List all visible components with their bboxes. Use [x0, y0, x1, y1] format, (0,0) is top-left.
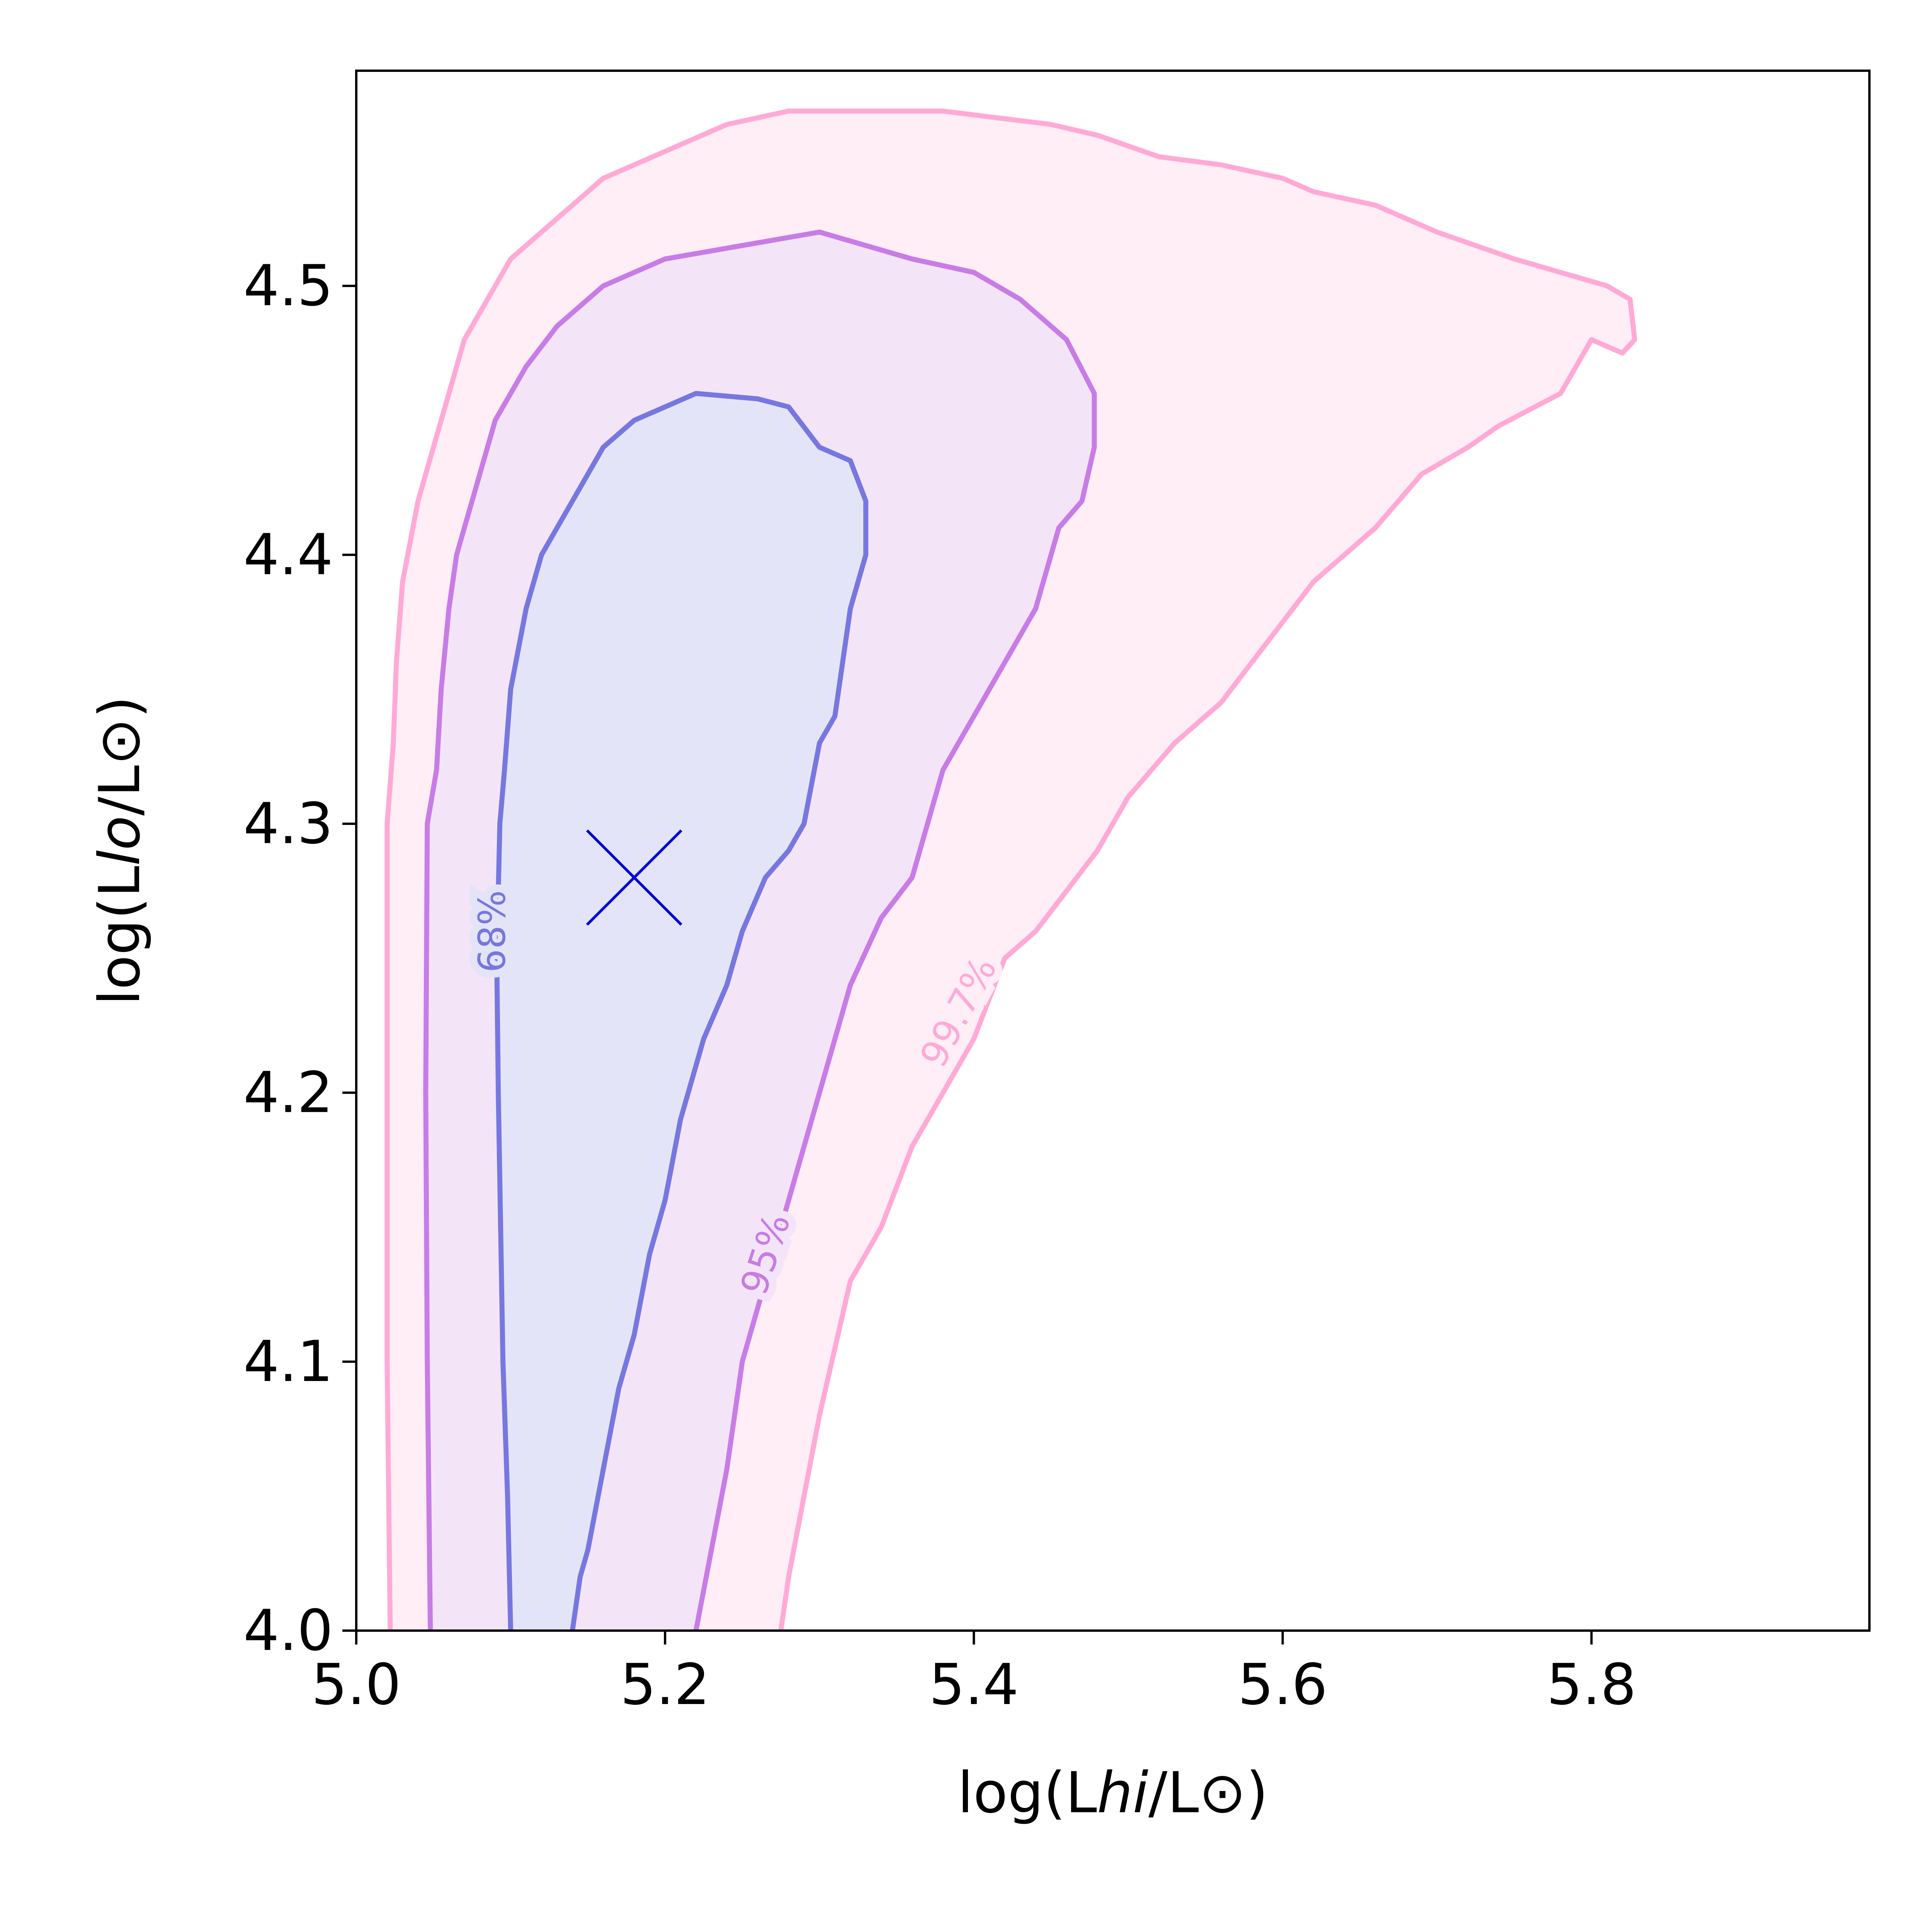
- y-axis-label-prefix: log(L: [87, 866, 153, 1005]
- y-tick-label: 4.1: [243, 1329, 333, 1395]
- y-tick-label: 4.3: [243, 791, 333, 857]
- x-axis-ticks: 5.0 5.2 5.4 5.6 5.8: [311, 1631, 1636, 1718]
- contour-label-group-68pct: 68%68%: [463, 883, 522, 980]
- x-tick-label: 5.4: [929, 1652, 1019, 1718]
- x-axis-label-subscript: hi: [1097, 1760, 1148, 1826]
- contour-label-halo-68pct: 68%: [471, 890, 514, 973]
- contour-line-68pct: [494, 391, 869, 1631]
- y-axis-label: log(Llo/L⊙): [87, 696, 153, 1005]
- x-axis-label: log(Lhi/L⊙): [957, 1760, 1268, 1826]
- y-axis-ticks: 4.0 4.1 4.2 4.3 4.4 4.5: [243, 253, 356, 1663]
- contour-line-99-7pct: [384, 108, 1638, 1631]
- y-tick-label: 4.2: [243, 1060, 333, 1126]
- best-fit-marker-stroke-b: [586, 829, 682, 926]
- y-tick-label: 4.0: [243, 1598, 333, 1663]
- plot-frame: [355, 70, 1871, 1632]
- marker-layer: [586, 829, 682, 926]
- contour-fill-68pct: [497, 393, 866, 1631]
- y-axis-label-subscript: lo: [87, 816, 153, 866]
- y-tick-label: 4.4: [243, 522, 333, 588]
- y-tick-label: 4.5: [243, 253, 333, 319]
- x-tick-label: 5.6: [1238, 1652, 1327, 1718]
- x-tick-label: 5.0: [311, 1652, 401, 1718]
- x-axis-label-suffix: /L⊙): [1148, 1760, 1268, 1826]
- x-axis-label-prefix: log(L: [957, 1760, 1097, 1826]
- contour-layer: [384, 108, 1638, 1631]
- contour-line-95pct: [423, 230, 1097, 1631]
- x-tick-label: 5.2: [620, 1652, 710, 1718]
- contour-label-68pct: 68%: [471, 890, 514, 973]
- x-tick-label: 5.8: [1547, 1652, 1636, 1718]
- y-axis-label-suffix: /L⊙): [87, 696, 153, 816]
